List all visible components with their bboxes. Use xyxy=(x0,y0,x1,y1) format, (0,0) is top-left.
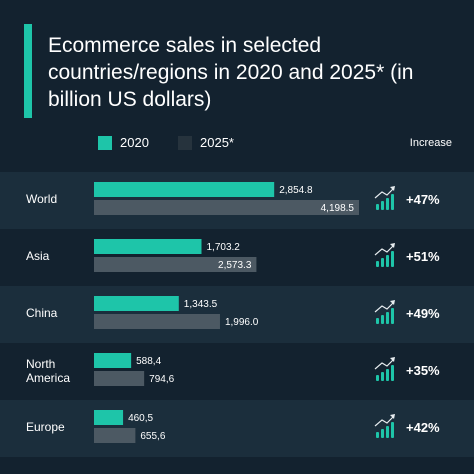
growth-icon-bar xyxy=(386,426,389,438)
legend-label-2020: 2020 xyxy=(120,135,149,150)
increase-label-world: +47% xyxy=(406,192,440,207)
bar-2020-china xyxy=(94,296,179,311)
growth-icon-bar xyxy=(386,369,389,381)
growth-icon-bar xyxy=(376,204,379,210)
chart-title: Ecommerce sales in selected countries/re… xyxy=(48,34,414,111)
increase-label-china: +49% xyxy=(406,306,440,321)
growth-icon-bar xyxy=(376,375,379,381)
growth-icon-bar xyxy=(391,308,394,324)
growth-arrow-icon xyxy=(374,358,395,370)
bar-2025-asia xyxy=(94,257,257,272)
growth-icon-bar xyxy=(381,315,384,324)
increase-label-europe: +42% xyxy=(406,420,440,435)
value-label-2025-china: 1,996.0 xyxy=(225,317,259,328)
growth-arrow-head-icon xyxy=(390,243,395,248)
value-label-2025-europe: 655,6 xyxy=(140,431,165,442)
growth-arrow-head-icon xyxy=(390,186,395,191)
value-label-2020-asia: 1,703.2 xyxy=(207,242,241,253)
growth-icon-bar xyxy=(381,201,384,210)
bar-2025-north-america xyxy=(94,371,145,386)
growth-icon-bar xyxy=(386,198,389,210)
increase-column-header: Increase xyxy=(409,137,452,149)
bar-2020-north-america xyxy=(94,353,132,368)
growth-arrow-icon xyxy=(374,244,395,256)
growth-icon-bar xyxy=(391,251,394,267)
value-label-2025-north-america: 794,6 xyxy=(149,374,174,385)
growth-icon-bar xyxy=(391,365,394,381)
category-label-asia: Asia xyxy=(26,249,50,263)
value-label-2020-europe: 460,5 xyxy=(128,413,153,424)
category-label-world: World xyxy=(26,192,57,206)
growth-icon-bar xyxy=(381,372,384,381)
value-label-2025-world: 4,198.5 xyxy=(321,203,355,214)
growth-arrow-head-icon xyxy=(390,357,395,362)
row-band xyxy=(0,400,474,457)
increase-label-north-america: +35% xyxy=(406,363,440,378)
growth-arrow-icon xyxy=(374,187,395,199)
growth-icon-bar xyxy=(376,261,379,267)
growth-arrow-icon xyxy=(374,301,395,313)
value-label-2025-asia: 2,573.3 xyxy=(218,260,252,271)
legend-swatch-2025 xyxy=(178,136,192,150)
value-label-2020-world: 2,854.8 xyxy=(279,185,313,196)
growth-icon-bar xyxy=(381,258,384,267)
growth-icon-bar xyxy=(391,422,394,438)
legend: 2020 2025* Increase xyxy=(0,133,474,153)
legend-label-2025: 2025* xyxy=(200,135,234,150)
growth-arrow-head-icon xyxy=(390,414,395,419)
increase-label-asia: +51% xyxy=(406,249,440,264)
value-label-2020-north-america: 588,4 xyxy=(136,356,161,367)
bar-2025-world xyxy=(94,200,359,215)
title-accent-bar xyxy=(24,24,32,118)
category-label-europe: Europe xyxy=(26,420,65,434)
category-label-china: China xyxy=(26,306,58,320)
category-label-north-america: North America xyxy=(26,357,70,385)
bar-2020-asia xyxy=(94,239,202,254)
bar-2025-china xyxy=(94,314,220,329)
row-band xyxy=(0,286,474,343)
growth-icon-bar xyxy=(376,432,379,438)
growth-icon-bar xyxy=(391,194,394,210)
growth-arrow-icon xyxy=(374,415,395,427)
bar-2025-europe xyxy=(94,428,136,443)
growth-icon-bar xyxy=(376,318,379,324)
growth-arrow-head-icon xyxy=(390,300,395,305)
value-label-2020-china: 1,343.5 xyxy=(184,299,218,310)
growth-icon-bar xyxy=(386,255,389,267)
legend-swatch-2020 xyxy=(98,136,112,150)
bar-2020-world xyxy=(94,182,275,197)
growth-icon-bar xyxy=(381,429,384,438)
growth-icon-bar xyxy=(386,312,389,324)
bar-2020-europe xyxy=(94,410,124,425)
